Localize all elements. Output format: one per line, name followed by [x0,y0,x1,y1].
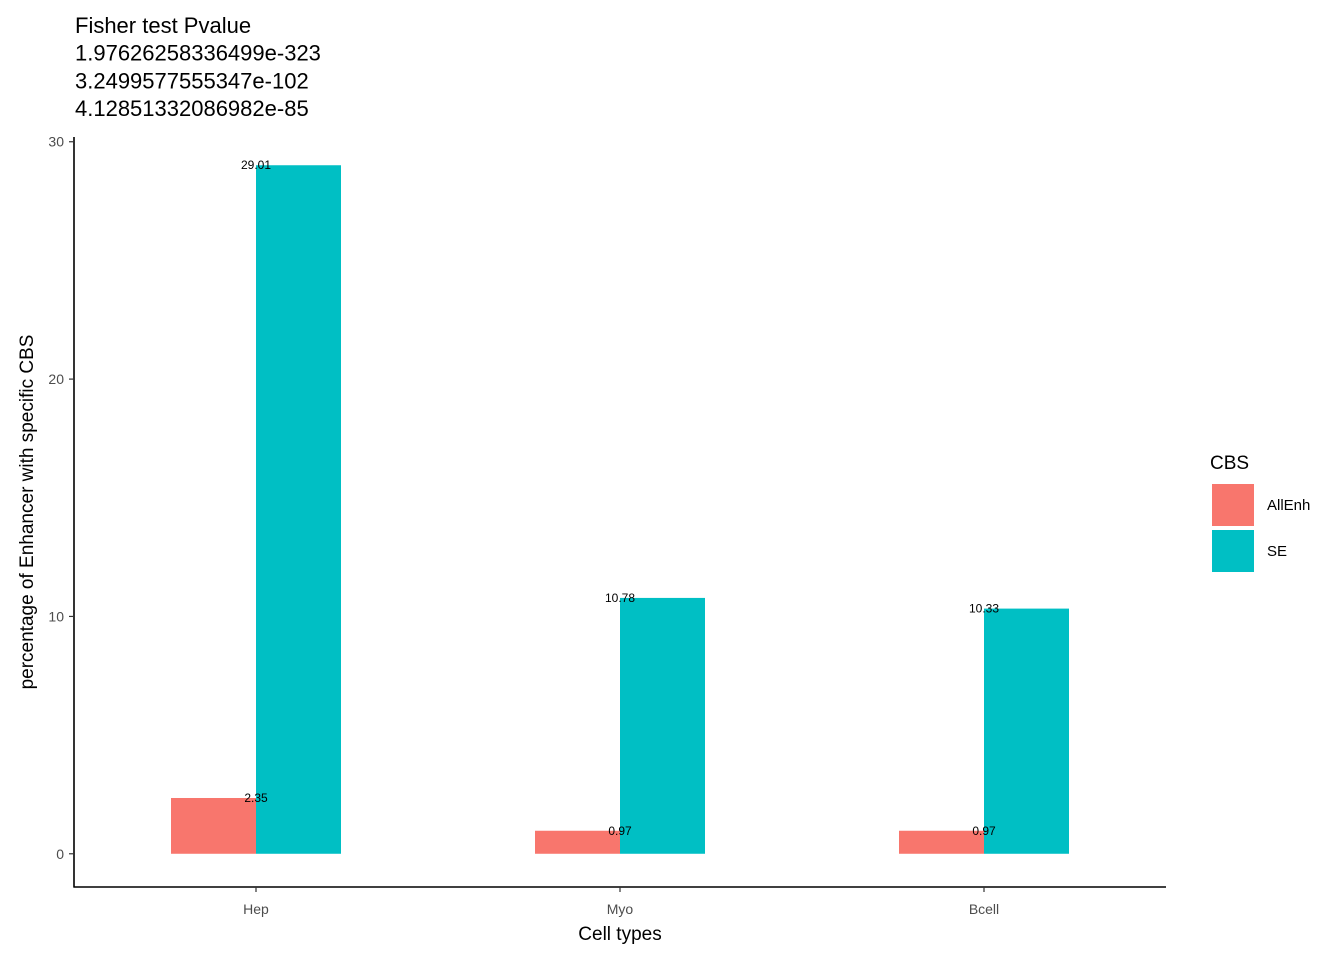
y-axis-title: percentage of Enhancer with specific CBS [17,335,38,690]
y-tick-label-30: 30 [48,134,64,150]
data-label-se-myo: 10.78 [605,591,635,605]
legend-label-allenh: AllEnh [1267,497,1310,514]
x-tick-label-hep: Hep [243,901,269,917]
bar-allenh-hep [171,797,256,854]
bars [171,165,1069,854]
data-label-se-bcell: 10.33 [969,602,999,616]
data-label-allenh-bcell: 0.97 [972,824,996,838]
axes: 0 10 20 30 Hep Myo Bcell Cell types percentage o… [17,134,1166,945]
bar-se-bcell [984,608,1069,854]
title-line-0: Fisher test Pvalue [75,13,251,38]
legend-title: CBS [1210,453,1249,474]
legend: CBS AllEnh SE [1210,453,1310,572]
y-tick-label-20: 20 [48,371,64,387]
bar-allenh-bcell [899,830,984,854]
legend-key-se [1212,530,1254,572]
bar-se-hep [256,165,341,854]
x-tick-label-myo: Myo [607,901,634,917]
y-tick-label-0: 0 [56,846,64,862]
data-label-allenh-hep: 2.35 [244,791,268,805]
y-tick-label-10: 10 [48,608,64,624]
title-line-3: 4.12851332086982e-85 [75,96,309,121]
bar-allenh-myo [535,830,620,854]
data-label-allenh-myo: 0.97 [608,824,632,838]
title-line-2: 3.2499577555347e-102 [75,68,309,93]
bar-se-myo [620,597,705,854]
chart-title: Fisher test Pvalue1.97626258336499e-323 … [75,13,321,121]
legend-label-se: SE [1267,543,1287,560]
data-labels: 2.35 0.97 0.97 29.01 10.78 10.33 [241,158,999,838]
x-axis-title: Cell types [578,924,661,945]
legend-key-allenh [1212,484,1254,526]
title-line-1: 1.97626258336499e-323 [75,41,321,66]
x-tick-label-bcell: Bcell [969,901,999,917]
data-label-se-hep: 29.01 [241,158,271,172]
